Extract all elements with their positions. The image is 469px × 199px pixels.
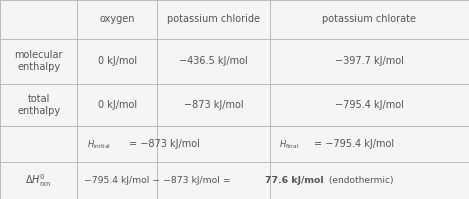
Text: molecular
enthalpy: molecular enthalpy (15, 50, 63, 72)
Text: −795.4 kJ/mol: −795.4 kJ/mol (335, 100, 404, 110)
Text: $H_{\rm initial}$: $H_{\rm initial}$ (87, 138, 111, 150)
Text: −795.4 kJ/mol − −873 kJ/mol =: −795.4 kJ/mol − −873 kJ/mol = (84, 176, 234, 185)
Text: $H_{\rm final}$: $H_{\rm final}$ (279, 138, 299, 150)
Text: = −873 kJ/mol: = −873 kJ/mol (129, 139, 200, 149)
Text: = −795.4 kJ/mol: = −795.4 kJ/mol (314, 139, 394, 149)
Text: 0 kJ/mol: 0 kJ/mol (98, 100, 137, 110)
Text: total
enthalpy: total enthalpy (17, 94, 60, 116)
Text: −397.7 kJ/mol: −397.7 kJ/mol (335, 56, 404, 66)
Text: 77.6 kJ/mol: 77.6 kJ/mol (265, 176, 324, 185)
Text: 0 kJ/mol: 0 kJ/mol (98, 56, 137, 66)
Text: −436.5 kJ/mol: −436.5 kJ/mol (179, 56, 248, 66)
Text: (endothermic): (endothermic) (326, 176, 393, 185)
Text: oxygen: oxygen (99, 14, 135, 24)
Text: −873 kJ/mol: −873 kJ/mol (183, 100, 243, 110)
Text: potassium chloride: potassium chloride (167, 14, 260, 24)
Text: potassium chlorate: potassium chlorate (322, 14, 416, 24)
Text: $\Delta H^0_{\rm rxn}$: $\Delta H^0_{\rm rxn}$ (25, 172, 52, 189)
